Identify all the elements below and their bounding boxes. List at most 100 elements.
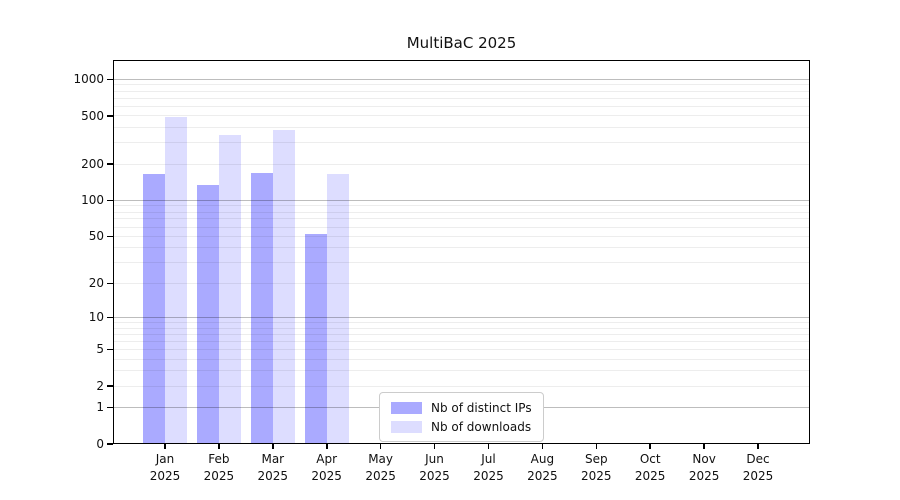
y-tick-label: 20 [88,276,104,291]
y-tick-label: 2 [96,379,104,393]
gridline-minor [113,340,810,342]
y-tick-label: 200 [81,157,104,171]
x-tick-year: 2025 [742,468,774,483]
x-tick-month: Jan [155,452,175,466]
x-tick-month: Aug [530,452,555,466]
bar-downloads-jan [165,117,187,444]
x-tick-year: 2025 [527,468,558,483]
bar-downloads-feb [218,134,241,444]
x-tick-label: May 2025 [351,451,411,484]
x-tick-year: 2025 [365,468,396,483]
x-tick-month: Oct [639,452,661,466]
x-tick-year: 2025 [311,468,342,483]
y-tick-label: 0 [96,437,104,451]
y-tick-label: 50 [88,229,104,244]
y-tick-label: 1000 [73,72,104,87]
chart-title: MultiBaC 2025 [406,34,517,52]
x-tick-label: Jan 2025 [135,451,195,484]
y-tick-label: 100 [81,193,104,208]
x-tick-label: Feb 2025 [189,451,249,484]
gridline-minor [113,97,810,99]
x-tick-label: Mar 2025 [243,451,303,484]
gridline-major [113,199,810,201]
plot-area [113,60,810,444]
x-tick-mark [433,444,436,449]
x-tick-month: Mar [261,452,285,466]
gridline-minor [113,327,810,329]
legend-item: Nb of downloads [391,417,532,436]
gridline-major [113,78,810,80]
y-tick-mark [107,348,113,351]
bar-distinct-ips-jan [143,174,165,444]
x-tick-month: Dec [746,452,770,466]
y-tick-mark [107,443,113,445]
gridline-minor [113,385,810,387]
gridline-minor [113,321,810,323]
y-tick-mark [107,235,113,238]
x-tick-year: 2025 [257,468,289,483]
gridline-minor [113,84,810,86]
gridline-minor [113,127,810,128]
x-tick-year: 2025 [688,468,720,483]
x-tick-month: Apr [316,452,338,466]
x-tick-month: Nov [692,452,716,466]
x-tick-mark [541,444,544,449]
y-tick-mark [107,316,113,319]
gridline-minor [113,226,810,228]
gridline-minor [113,205,810,207]
x-tick-month: Jun [425,452,444,466]
gridline-minor [113,163,810,165]
y-tick-mark [107,199,113,202]
x-tick-month: Sep [584,452,608,466]
x-tick-label: Oct 2025 [620,451,680,484]
x-tick-label: Jun 2025 [405,451,465,484]
gridline-minor [113,333,810,335]
bar-distinct-ips-mar [250,172,273,444]
gridline-minor [113,348,810,350]
gridline-minor [113,105,810,107]
gridline-minor [113,90,810,92]
gridline-major [113,316,810,318]
x-tick-label: Sep 2025 [566,451,626,484]
gridline-minor [113,358,810,360]
x-tick-year: 2025 [149,468,181,483]
bar-distinct-ips-feb [196,185,219,444]
gridline-minor [113,282,810,284]
legend-label: Nb of distinct IPs [431,400,532,415]
x-tick-year: 2025 [634,468,666,483]
x-tick-label: Apr 2025 [297,451,357,484]
x-tick-mark [703,444,705,449]
x-tick-month: Jul [481,452,496,466]
y-tick-label: 1 [96,400,104,415]
gridline-minor [113,370,810,372]
bar-distinct-ips-apr [304,234,327,444]
bar-downloads-mar [272,129,295,444]
legend: Nb of distinct IPs Nb of downloads [379,392,544,442]
legend-item: Nb of distinct IPs [391,398,532,417]
x-tick-year: 2025 [473,468,504,483]
y-tick-mark [107,115,113,117]
x-tick-month: Feb [208,452,230,466]
gridline-minor [113,115,810,117]
legend-swatch-distinct-ips [391,401,422,414]
x-tick-mark [272,444,274,449]
gridline-minor [113,142,810,144]
x-tick-label: Nov 2025 [674,451,734,484]
legend-swatch-downloads [391,420,422,433]
x-tick-mark [595,444,597,449]
y-tick-label: 5 [96,342,104,357]
x-tick-mark [326,444,328,449]
y-tick-mark [107,78,113,80]
legend-label: Nb of downloads [431,419,532,434]
x-tick-label: Aug 2025 [512,451,572,484]
y-tick-mark [107,163,113,165]
x-tick-year: 2025 [203,468,235,483]
x-tick-mark [757,444,759,449]
x-tick-year: 2025 [581,468,612,483]
y-tick-mark [107,385,113,387]
gridline-minor [113,218,810,220]
y-tick-mark [107,406,113,409]
x-tick-label: Jul 2025 [459,451,519,484]
gridline-minor [113,262,810,264]
